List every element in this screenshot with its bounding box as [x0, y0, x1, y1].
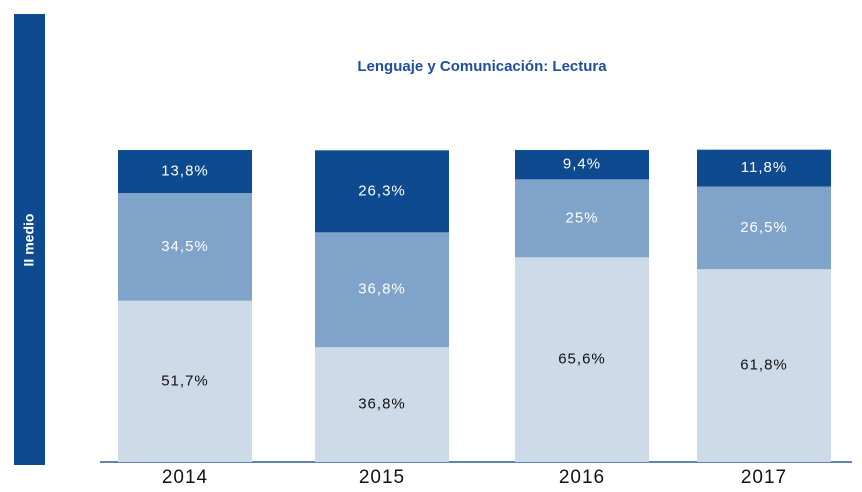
chart-title: Lenguaje y Comunicación: Lectura [357, 58, 607, 75]
value-label: 25% [565, 209, 598, 226]
value-label: 65,6% [558, 351, 606, 368]
bar-segment [697, 186, 831, 270]
bar-segment [697, 149, 831, 187]
bar-segment [118, 300, 252, 462]
value-label: 9,4% [563, 156, 601, 173]
x-tick-label: 2015 [359, 467, 405, 488]
value-label: 26,5% [740, 219, 788, 236]
value-label: 36,8% [358, 396, 406, 413]
x-tick-label: 2017 [741, 467, 787, 488]
value-label: 11,8% [741, 159, 787, 176]
value-label: 36,8% [358, 281, 406, 298]
value-label: 34,5% [161, 238, 209, 255]
x-tick-label: 2014 [162, 467, 208, 488]
bar-segment [515, 257, 649, 462]
x-tick-label: 2016 [559, 467, 605, 488]
bar-segment [315, 150, 449, 233]
side-band [14, 14, 45, 465]
bar-segment [697, 269, 831, 462]
bar-segment [315, 347, 449, 462]
bar-segment [515, 150, 649, 180]
value-label: 13,8% [161, 162, 209, 179]
value-label: 61,8% [740, 357, 788, 374]
bar-segment [118, 150, 252, 194]
value-label: 26,3% [358, 182, 406, 199]
bar-segment [315, 232, 449, 348]
bar-segment [118, 193, 252, 301]
bar-segment [515, 179, 649, 258]
side-label: II medio [21, 214, 37, 267]
value-label: 51,7% [161, 372, 209, 389]
